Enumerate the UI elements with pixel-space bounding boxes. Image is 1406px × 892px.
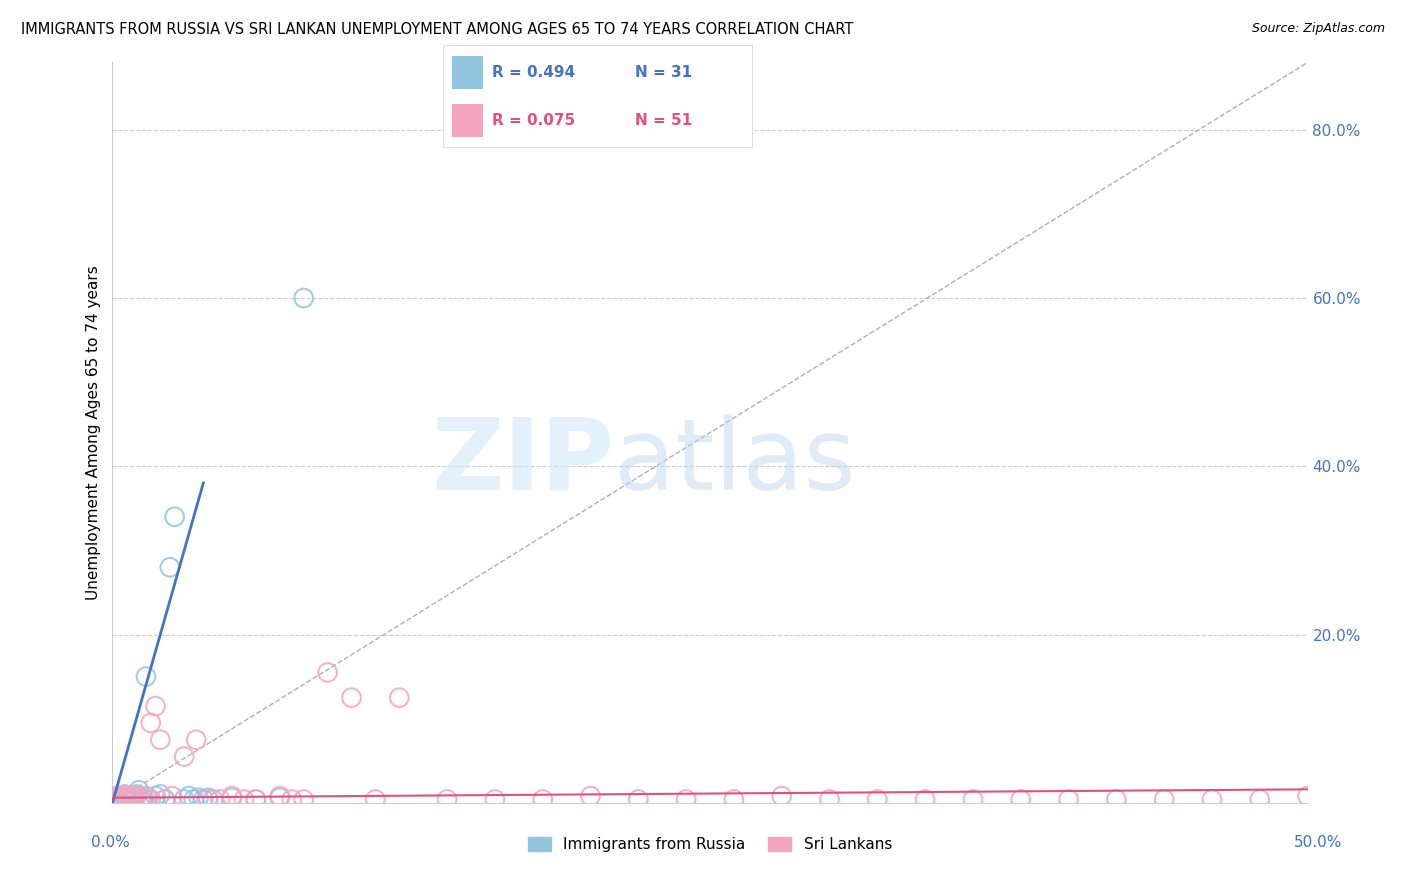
Point <box>104 792 127 806</box>
Point <box>1105 792 1128 806</box>
Point <box>292 792 315 806</box>
Point <box>770 789 793 803</box>
Point <box>675 792 697 806</box>
Bar <box>453 56 484 88</box>
Point <box>114 792 135 806</box>
Point <box>866 792 889 806</box>
Text: N = 51: N = 51 <box>634 113 692 128</box>
Point <box>111 790 134 805</box>
Point <box>281 792 304 806</box>
Point <box>135 670 157 684</box>
Bar <box>453 104 484 137</box>
Point <box>316 665 339 680</box>
Point <box>105 789 128 803</box>
Point <box>121 792 143 806</box>
Point <box>1010 792 1032 806</box>
Y-axis label: Unemployment Among Ages 65 to 74 years: Unemployment Among Ages 65 to 74 years <box>86 265 101 600</box>
Point <box>118 792 141 806</box>
Point <box>115 789 138 803</box>
Text: atlas: atlas <box>614 414 856 511</box>
Point <box>125 789 148 803</box>
Point <box>121 789 143 803</box>
Point <box>162 789 183 803</box>
Point <box>153 792 176 806</box>
Point <box>149 732 172 747</box>
Point <box>1296 789 1319 803</box>
Point <box>723 792 745 806</box>
Point <box>245 792 267 806</box>
Point <box>962 792 984 806</box>
Point <box>132 790 155 805</box>
Legend: Immigrants from Russia, Sri Lankans: Immigrants from Russia, Sri Lankans <box>522 830 898 858</box>
Point <box>138 792 160 806</box>
Point <box>436 792 458 806</box>
Point <box>579 789 602 803</box>
Point <box>292 291 315 305</box>
Point <box>139 715 162 730</box>
Point <box>1249 792 1271 806</box>
Text: 50.0%: 50.0% <box>1295 836 1343 850</box>
Point <box>173 749 195 764</box>
Text: ZIP: ZIP <box>432 414 614 511</box>
Point <box>209 792 232 806</box>
Point <box>531 792 554 806</box>
Point <box>818 792 841 806</box>
Point <box>914 792 936 806</box>
Point <box>108 792 131 806</box>
Point <box>145 789 167 803</box>
Point <box>201 792 224 806</box>
Point <box>163 509 186 524</box>
Point <box>177 789 200 803</box>
Point <box>233 792 256 806</box>
Point <box>340 690 363 705</box>
Point <box>114 788 135 802</box>
Point <box>104 792 127 806</box>
Point <box>115 792 138 806</box>
Point <box>105 789 128 803</box>
Text: Source: ZipAtlas.com: Source: ZipAtlas.com <box>1251 22 1385 36</box>
Point <box>1153 792 1175 806</box>
Point <box>484 792 506 806</box>
Point <box>197 790 219 805</box>
Point <box>1057 792 1080 806</box>
Point <box>269 790 291 805</box>
Point <box>197 792 219 806</box>
Point <box>128 783 150 797</box>
Point <box>221 790 243 805</box>
Text: IMMIGRANTS FROM RUSSIA VS SRI LANKAN UNEMPLOYMENT AMONG AGES 65 TO 74 YEARS CORR: IMMIGRANTS FROM RUSSIA VS SRI LANKAN UNE… <box>21 22 853 37</box>
Point <box>111 789 134 803</box>
Point <box>1201 792 1223 806</box>
Point <box>159 560 181 574</box>
Point <box>108 792 131 806</box>
Point <box>183 792 205 806</box>
Point <box>129 792 152 806</box>
Point <box>139 792 162 806</box>
Text: R = 0.075: R = 0.075 <box>492 113 575 128</box>
Point <box>122 789 145 803</box>
Text: R = 0.494: R = 0.494 <box>492 65 575 79</box>
Point <box>627 792 650 806</box>
Point <box>193 792 215 806</box>
Point <box>125 788 148 802</box>
Point <box>388 690 411 705</box>
Point <box>269 789 291 803</box>
Point <box>186 732 208 747</box>
Point <box>173 792 195 806</box>
Text: 0.0%: 0.0% <box>91 836 131 850</box>
Text: N = 31: N = 31 <box>634 65 692 79</box>
Point <box>129 792 152 806</box>
Point <box>122 792 145 806</box>
Point <box>135 789 157 803</box>
Point <box>153 792 176 806</box>
Point <box>221 789 243 803</box>
Point <box>118 790 141 805</box>
Point <box>364 792 387 806</box>
Point <box>145 699 167 714</box>
Point <box>187 790 209 805</box>
Point <box>245 792 267 806</box>
Point <box>149 788 172 802</box>
